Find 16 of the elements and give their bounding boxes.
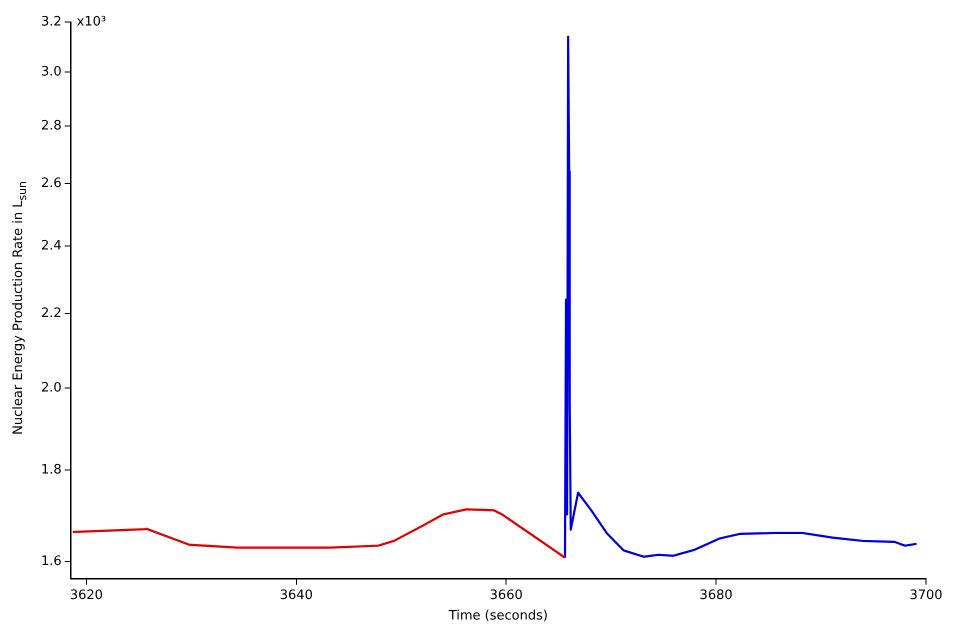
y-tick-label: 3.2 bbox=[40, 14, 62, 30]
x-tick-label: 3680 bbox=[700, 588, 733, 603]
y-tick-label: 1.8 bbox=[40, 462, 62, 478]
y-tick-label: 2.8 bbox=[40, 118, 62, 134]
x-tick-label: 3700 bbox=[909, 588, 943, 603]
y-tick-label: 2.0 bbox=[40, 380, 62, 396]
x-tick-label: 3640 bbox=[280, 588, 313, 603]
y-tick-label: 2.2 bbox=[40, 306, 62, 322]
y-tick-label: 1.6 bbox=[40, 554, 62, 569]
y-tick-label: 2.4 bbox=[40, 238, 62, 254]
x-tick-label: 3620 bbox=[70, 588, 103, 603]
x-axis-title: Time (seconds) bbox=[448, 608, 548, 624]
annotation: x10³ bbox=[76, 14, 106, 30]
y-tick-label: 3.0 bbox=[40, 64, 62, 80]
y-tick-label: 2.6 bbox=[40, 176, 62, 192]
x-tick-label: 3660 bbox=[490, 588, 523, 603]
